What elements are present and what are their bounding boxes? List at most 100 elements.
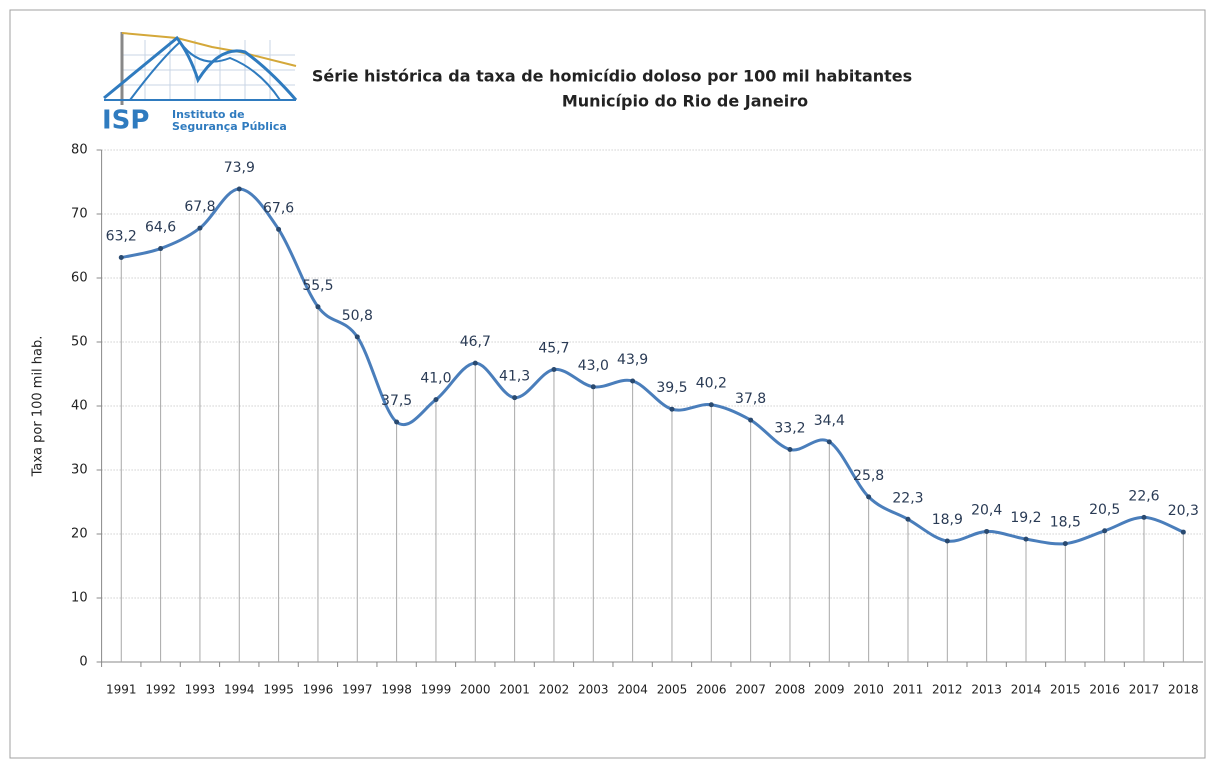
- data-point: [315, 304, 321, 310]
- data-label: 37,5: [381, 393, 412, 409]
- data-point: [512, 395, 518, 401]
- data-point: [551, 367, 557, 373]
- x-tick-label: 2015: [1050, 683, 1081, 697]
- data-label: 20,3: [1168, 503, 1199, 519]
- x-tick-label: 2018: [1168, 683, 1199, 697]
- data-point: [472, 360, 478, 366]
- x-tick-label: 2012: [932, 683, 963, 697]
- x-tick-label: 1999: [421, 683, 452, 697]
- x-tick-label: 2002: [539, 683, 570, 697]
- data-label: 37,8: [735, 391, 766, 407]
- y-tick-label: 30: [71, 463, 88, 478]
- data-point: [118, 255, 124, 261]
- data-point: [708, 402, 714, 408]
- data-label: 43,0: [578, 358, 609, 374]
- data-point: [1141, 514, 1147, 520]
- x-tick-label: 1994: [224, 683, 255, 697]
- x-tick-label: 1997: [342, 683, 373, 697]
- data-point: [984, 528, 990, 534]
- data-label: 22,3: [892, 490, 923, 506]
- data-point: [1180, 529, 1186, 535]
- data-label: 43,9: [617, 352, 648, 368]
- chart-title: Série histórica da taxa de homicídio dol…: [312, 67, 912, 86]
- x-tick-label: 2007: [735, 683, 766, 697]
- x-tick-label: 2005: [657, 683, 688, 697]
- x-tick-label: 2010: [853, 683, 884, 697]
- y-tick-label: 10: [71, 591, 88, 606]
- x-tick-label: 2013: [971, 683, 1002, 697]
- data-point: [276, 226, 282, 232]
- logo-curve: [103, 35, 298, 101]
- x-tick-label: 2008: [775, 683, 806, 697]
- data-point: [748, 417, 754, 423]
- data-label: 18,5: [1050, 515, 1081, 531]
- y-tick-label: 20: [71, 527, 88, 542]
- x-tick-label: 2006: [696, 683, 727, 697]
- data-line: [120, 187, 1184, 546]
- logo-acronym: ISP: [102, 106, 149, 136]
- data-label: 64,6: [145, 220, 176, 236]
- data-label: 34,4: [814, 413, 845, 429]
- x-tick-label: 1991: [106, 683, 137, 697]
- data-point: [866, 494, 872, 500]
- y-tick-label: 60: [71, 271, 88, 286]
- logo-curve-2: [129, 40, 281, 101]
- x-tick-label: 2009: [814, 683, 845, 697]
- data-point: [1102, 528, 1108, 534]
- y-tick-label: 40: [71, 399, 88, 414]
- x-tick-label: 1998: [381, 683, 412, 697]
- data-point: [394, 419, 400, 425]
- data-point: [669, 406, 675, 412]
- data-point: [1062, 541, 1068, 547]
- data-label: 40,2: [696, 376, 727, 392]
- data-point: [158, 246, 164, 252]
- data-label: 45,7: [538, 341, 569, 357]
- data-label: 46,7: [460, 334, 491, 350]
- data-label: 41,3: [499, 369, 530, 385]
- data-label: 22,6: [1128, 488, 1159, 504]
- data-label: 55,5: [302, 278, 333, 294]
- logo: ISP Instituto de Segurança Pública: [102, 32, 298, 136]
- logo-line1: Instituto de: [172, 108, 245, 121]
- data-point: [236, 186, 242, 192]
- x-tick-label: 1996: [303, 683, 334, 697]
- x-tick-label: 1993: [185, 683, 216, 697]
- data-label: 19,2: [1010, 510, 1041, 526]
- y-axis-label: Taxa por 100 mil hab.: [31, 336, 46, 478]
- data-label: 39,5: [656, 380, 687, 396]
- data-label: 33,2: [774, 421, 805, 437]
- data-point: [630, 378, 636, 384]
- y-tick-label: 0: [79, 655, 87, 670]
- x-tick-label: 2014: [1011, 683, 1042, 697]
- x-tick-label: 2016: [1089, 683, 1120, 697]
- x-tick-label: 2000: [460, 683, 491, 697]
- data-label: 20,4: [971, 502, 1002, 518]
- data-label: 63,2: [106, 229, 137, 245]
- x-tick-label: 2003: [578, 683, 609, 697]
- data-label: 41,0: [420, 371, 451, 387]
- y-tick-label: 80: [71, 143, 88, 158]
- data-point: [590, 384, 596, 390]
- data-label: 20,5: [1089, 502, 1120, 518]
- x-tick-label: 1992: [145, 683, 176, 697]
- y-tick-label: 70: [71, 207, 88, 222]
- data-point: [944, 538, 950, 544]
- data-point: [197, 225, 203, 231]
- data-label: 67,6: [263, 200, 294, 216]
- data-label: 50,8: [342, 308, 373, 324]
- logo-grid: [122, 40, 295, 100]
- data-label: 73,9: [224, 160, 255, 176]
- data-point: [826, 439, 832, 445]
- data-point: [787, 447, 793, 453]
- x-tick-label: 1995: [263, 683, 294, 697]
- data-point: [905, 516, 911, 522]
- data-point: [433, 397, 439, 403]
- data-point: [354, 334, 360, 340]
- x-tick-label: 2004: [617, 683, 648, 697]
- x-tick-label: 2017: [1129, 683, 1160, 697]
- data-label: 25,8: [853, 468, 884, 484]
- logo-line: [121, 32, 297, 67]
- x-tick-label: 2011: [893, 683, 924, 697]
